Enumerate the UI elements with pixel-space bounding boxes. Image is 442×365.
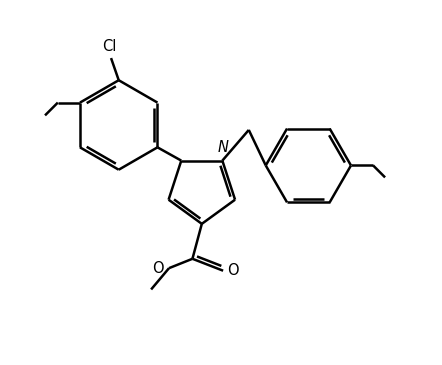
Text: O: O — [152, 261, 164, 276]
Text: Cl: Cl — [102, 39, 116, 54]
Text: O: O — [227, 263, 239, 278]
Text: N: N — [218, 140, 229, 155]
